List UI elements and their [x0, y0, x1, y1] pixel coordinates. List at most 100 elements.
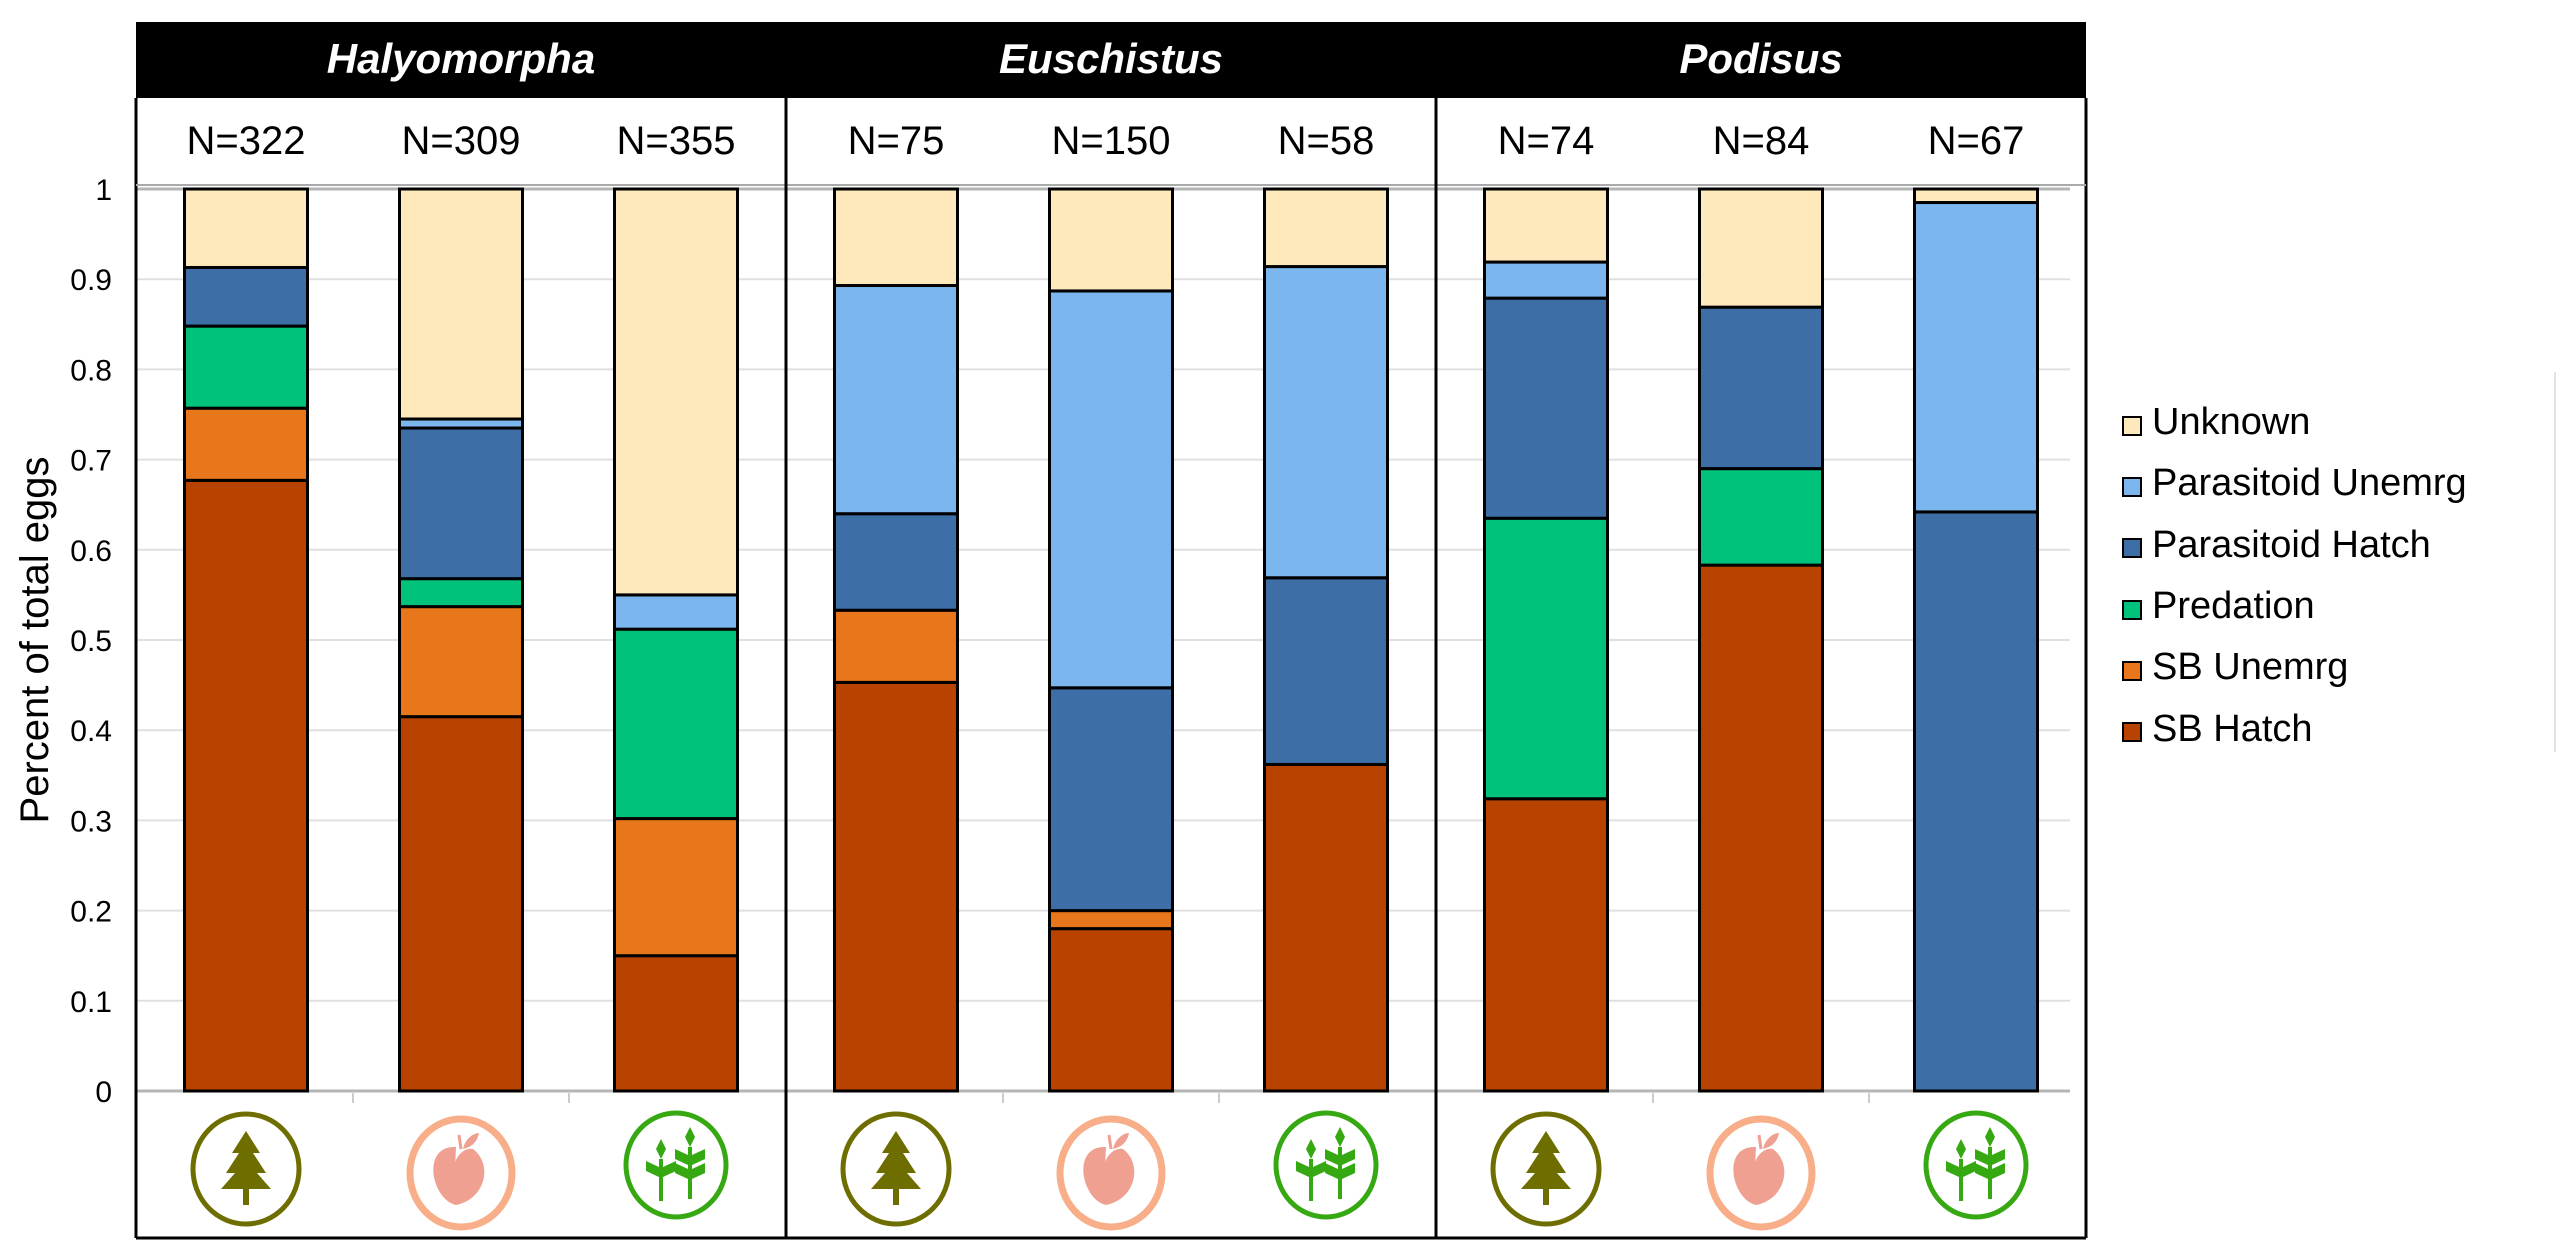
grain-stem — [1988, 1147, 1992, 1199]
tree-shape — [871, 1131, 921, 1189]
grain-tip — [1985, 1127, 1995, 1147]
icon-ring — [1706, 1115, 1816, 1231]
y-tick-label: 0.1 — [70, 986, 112, 1019]
grain-tip — [685, 1127, 695, 1147]
bar-segment-sb-unemrg — [1048, 909, 1174, 931]
group-title-halyomorpha: Halyomorpha — [327, 35, 595, 82]
legend: Unknown Parasitoid Unemrg Parasitoid Hatch… — [2122, 392, 2467, 760]
sample-size-label: N=58 — [1278, 119, 1375, 163]
peach-leaf — [463, 1133, 479, 1149]
grain-leaf — [675, 1163, 688, 1179]
bar-segment-parasitoid-hatch — [833, 512, 959, 612]
bar-segment-parasitoid-hatch — [398, 426, 524, 581]
bar-segment-predation — [398, 577, 524, 609]
sample-size-label: N=309 — [402, 119, 521, 163]
bar-segment-sb-unemrg — [613, 817, 739, 958]
y-axis-label: Percent of total eggs — [13, 457, 57, 824]
grain-leaf — [1325, 1149, 1338, 1165]
legend-swatch — [2122, 476, 2142, 497]
y-tick-label: 0.6 — [70, 535, 112, 568]
legend-label: SB Hatch — [2152, 707, 2313, 750]
grain-tip — [1306, 1139, 1316, 1159]
peach-icon — [406, 1115, 516, 1231]
bars — [183, 187, 2039, 1093]
icon-ring — [1923, 1110, 2029, 1220]
bar-segment-sb-hatch — [833, 680, 959, 1093]
sample-size-label: N=355 — [617, 119, 736, 163]
legend-swatch — [2122, 599, 2142, 620]
y-tick-label: 0.4 — [70, 715, 112, 748]
y-tick-label: 0.8 — [70, 354, 112, 387]
bar-segment-sb-hatch — [613, 954, 739, 1093]
grain-leaf — [1946, 1161, 1959, 1177]
bar-segment-predation — [1483, 516, 1609, 801]
bar-segment-predation — [1698, 467, 1824, 567]
bar-segment-unknown — [1913, 187, 2039, 205]
bar-segment-unknown — [183, 187, 309, 269]
grain-leaf — [692, 1149, 705, 1165]
y-tick-label: 0.7 — [70, 445, 112, 478]
y-tick-label: 0.2 — [70, 896, 112, 929]
tree-trunk — [1543, 1187, 1549, 1205]
peach-body — [433, 1146, 485, 1205]
peach-body — [1733, 1146, 1785, 1205]
bar-segment-parasitoid-hatch — [1048, 686, 1174, 913]
grain-stem — [688, 1147, 692, 1199]
group-headers: Halyomorpha N=322 N=309 N=355 Euschistus N=75… — [136, 22, 2086, 163]
icon-ring — [840, 1111, 952, 1227]
grain-leaf — [1963, 1161, 1976, 1177]
legend-swatch — [2122, 415, 2142, 436]
grain-leaf — [1342, 1163, 1355, 1179]
peach-icon — [1706, 1115, 1816, 1231]
grain-stem — [1338, 1147, 1342, 1199]
tree-trunk — [893, 1187, 899, 1205]
y-tick-label: 0.5 — [70, 625, 112, 658]
legend-label: SB Unemrg — [2152, 646, 2349, 689]
bar-segment-parasitoid-hatch — [183, 265, 309, 328]
bar-segment-parasitoid-unemrg — [1483, 260, 1609, 300]
grain-leaf — [1296, 1161, 1309, 1177]
icon-ring — [190, 1111, 302, 1227]
bar-segment-sb-unemrg — [398, 605, 524, 719]
bar-segment-parasitoid-hatch — [1263, 576, 1389, 766]
bar-segment-sb-hatch — [1483, 797, 1609, 1093]
bar-segment-parasitoid-unemrg — [1048, 289, 1174, 690]
icon-ring — [1273, 1110, 1379, 1220]
crop-icon — [1273, 1110, 1379, 1220]
icon-ring — [1056, 1115, 1166, 1231]
bar-segment-parasitoid-hatch — [1698, 305, 1824, 471]
bar-segment-sb-hatch — [1048, 927, 1174, 1093]
grain-leaf — [646, 1161, 659, 1177]
peach-stem — [1757, 1134, 1763, 1150]
grain-stem — [1309, 1159, 1313, 1201]
grain-leaf — [663, 1161, 676, 1177]
group-title-podisus: Podisus — [1679, 35, 1842, 82]
grain-leaf — [1313, 1161, 1326, 1177]
legend-label: Parasitoid Hatch — [2152, 523, 2431, 566]
peach-leaf — [1763, 1133, 1779, 1149]
habitat-icons — [190, 1110, 2029, 1231]
bar-segment-parasitoid-unemrg — [1263, 265, 1389, 580]
tree-shape — [221, 1131, 271, 1189]
y-tick-label: 1 — [95, 174, 112, 207]
sample-size-label: N=75 — [848, 119, 945, 163]
bar-segment-predation — [613, 627, 739, 821]
grain-stem — [1959, 1159, 1963, 1201]
tree-trunk — [243, 1187, 249, 1205]
legend-swatch — [2122, 660, 2142, 681]
bar-segment-sb-unemrg — [183, 406, 309, 482]
peach-stem — [1107, 1134, 1113, 1150]
bar-segment-predation — [183, 324, 309, 410]
legend-item: Predation — [2122, 576, 2467, 637]
header-band — [136, 22, 2086, 98]
legend-swatch — [2122, 538, 2142, 559]
peach-icon — [1056, 1115, 1166, 1231]
bar-segment-sb-hatch — [1698, 563, 1824, 1093]
y-tick-label: 0 — [95, 1076, 112, 1109]
tree-icon — [840, 1111, 952, 1227]
sample-size-label: N=322 — [187, 119, 306, 163]
grain-leaf — [1975, 1149, 1988, 1165]
grain-tip — [1335, 1127, 1345, 1147]
bar-segment-sb-hatch — [1263, 762, 1389, 1093]
